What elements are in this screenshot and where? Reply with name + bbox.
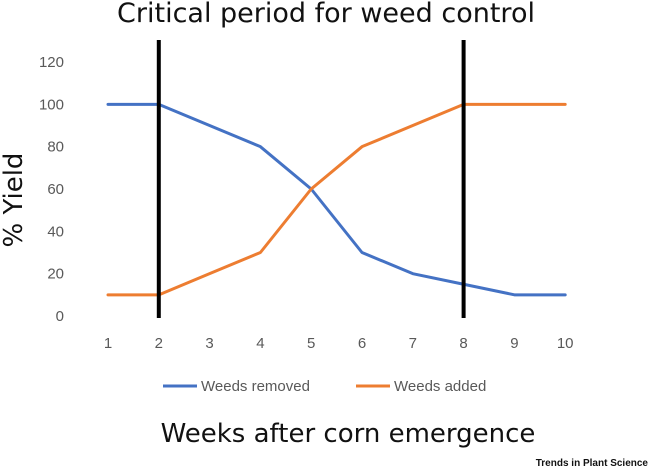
y-tick-label: 20: [47, 266, 64, 283]
x-tick-label: 7: [409, 335, 417, 352]
series-lines: [106, 102, 567, 297]
x-axis-ticks: 1 2 3 4 5 6 7 8 9 10: [104, 335, 574, 352]
series-line-1: [106, 102, 567, 297]
legend-label-1: Weeds added: [394, 378, 486, 395]
x-tick-label: 1: [104, 335, 112, 352]
y-tick-label: 80: [47, 139, 64, 156]
x-tick-label: 8: [459, 335, 467, 352]
chart-title: Critical period for weed control: [117, 0, 535, 29]
y-axis-label: % Yield: [0, 153, 29, 248]
y-tick-label: 100: [39, 96, 64, 113]
y-tick-label: 120: [39, 54, 64, 71]
x-tick-label: 4: [256, 335, 264, 352]
x-tick-label: 10: [557, 335, 574, 352]
x-tick-label: 6: [358, 335, 366, 352]
y-tick-label: 0: [56, 308, 64, 325]
x-axis-label: Weeks after corn emergence: [161, 419, 536, 449]
source-credit: Trends in Plant Science: [536, 458, 649, 469]
y-tick-label: 60: [47, 181, 64, 198]
x-tick-label: 5: [307, 335, 315, 352]
y-axis-ticks: 0 20 40 60 80 100 120: [39, 54, 64, 325]
legend: Weeds removed Weeds added: [163, 378, 486, 395]
y-tick-label: 40: [47, 223, 64, 240]
critical-period-markers: [156, 40, 466, 318]
x-tick-label: 2: [155, 335, 163, 352]
legend-label-0: Weeds removed: [201, 378, 310, 395]
x-tick-label: 9: [510, 335, 518, 352]
series-line-0: [106, 102, 567, 297]
x-tick-label: 3: [205, 335, 213, 352]
